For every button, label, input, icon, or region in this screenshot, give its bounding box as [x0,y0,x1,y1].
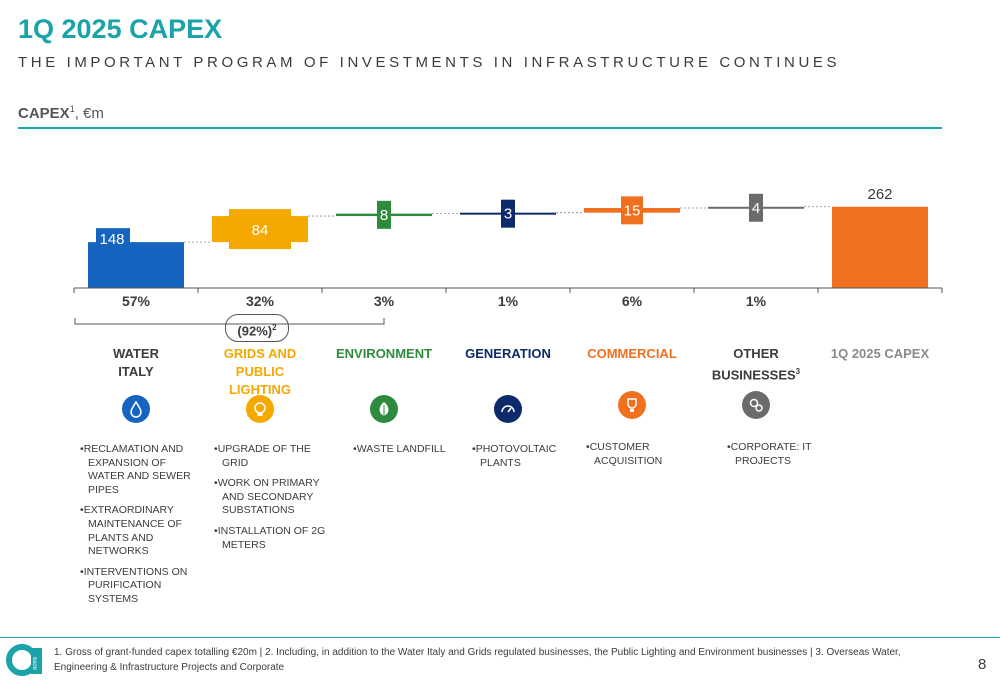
value-label-5: 4 [752,200,760,217]
grouping-label: (92%) [237,323,273,339]
trophy-icon [618,391,646,419]
page-subtitle: THE IMPORTANT PROGRAM OF INVESTMENTS IN … [18,54,841,71]
category-label-line: GENERATION [465,346,551,361]
bar-6 [832,206,928,288]
value-label-0: 148 [99,231,124,248]
lightbulb-icon [246,395,274,423]
value-box-4 [621,196,643,225]
chart-unit-label: CAPEX1, €m [18,104,104,122]
category-label-5: OTHER BUSINESSES3 [694,345,818,384]
water-bullet-item: EXTRAORDINARY MAINTENANCE OF PLANTS AND … [80,504,205,558]
percentage-label-4: 6% [622,293,643,309]
value-label-2: 8 [380,207,388,224]
category-label-line: ENVIRONMENT [335,346,433,361]
grouping-sup: 2 [272,323,277,332]
other-bullet-item: CORPORATE: IT PROJECTS [727,441,817,468]
percentage-label-1: 32% [246,293,275,309]
percentage-label-5: 1% [746,293,767,309]
category-label-line: ITALY [118,364,154,379]
category-label-line: COMMERCIAL [587,346,677,361]
page-title: 1Q 2025 CAPEX [18,14,223,44]
value-box-2 [377,200,391,229]
grids-bullet-item: INSTALLATION OF 2G METERS [214,525,339,552]
grids-bullets: UPGRADE OF THE GRID WORK ON PRIMARY AND S… [214,443,339,559]
footer-divider [0,637,1000,638]
generation-bullets: PHOTOVOLTAIC PLANTS [472,443,567,477]
value-label-6: 262 [867,186,892,203]
category-label-1: GRIDS AND PUBLIC LIGHTING [198,345,322,399]
value-box-5 [749,193,763,222]
capex-label-unit: , €m [74,105,104,122]
category-label-line: 1Q 2025 CAPEX [830,346,930,361]
category-label-line: LIGHTING [228,382,292,397]
water-bullet-item: RECLAMATION AND EXPANSION OF WATER AND S… [80,443,205,497]
category-label-line: GRIDS AND PUBLIC [223,346,297,379]
category-label-6: 1Q 2025 CAPEX [818,345,942,363]
percentage-label-3: 1% [498,293,519,309]
grids-bullet-item: UPGRADE OF THE GRID [214,443,339,470]
environment-bullets: WASTE LANDFILL [353,443,463,464]
category-label-4: COMMERCIAL [570,345,694,363]
gauge-icon [494,395,522,423]
water-drop-icon [122,395,150,423]
percentage-label-2: 3% [374,293,395,309]
leaf-icon [370,395,398,423]
other-bullets: CORPORATE: IT PROJECTS [727,441,817,475]
commercial-bullet-item: CUSTOMER ACQUISITION [586,441,676,468]
category-label-line: WATER [113,346,159,361]
generation-bullet-item: PHOTOVOLTAIC PLANTS [472,443,567,470]
category-label-2: ENVIRONMENT [322,345,446,363]
gears-icon [742,391,770,419]
grouping-percentage: (92%)2 [225,314,289,342]
water-bullet-item: INTERVENTIONS ON PURIFICATION SYSTEMS [80,566,205,607]
water-bullets: RECLAMATION AND EXPANSION OF WATER AND S… [80,443,205,614]
page-number: 8 [978,656,987,673]
value-label-1: 84 [252,222,269,239]
value-box-1 [229,209,291,250]
value-label-3: 3 [504,206,512,223]
value-label-4: 15 [624,202,641,219]
grids-bullet-item: WORK ON PRIMARY AND SECONDARY SUBSTATION… [214,477,339,518]
waterfall-chart: 148 84 8 3 15 4 262 57% 32% 3% 1% 6% 1% [73,186,943,325]
logo-text: acea [33,656,39,670]
percentage-label-0: 57% [122,293,151,309]
category-label-3: GENERATION [446,345,570,363]
environment-bullet-item: WASTE LANDFILL [353,443,463,457]
category-label-0: WATER ITALY [74,345,198,381]
header-divider [18,127,942,129]
category-label-line: OTHER [733,346,779,361]
capex-label-sup: 1 [69,104,75,114]
value-box-0 [96,228,130,253]
commercial-bullets: CUSTOMER ACQUISITION [586,441,676,475]
category-label-line: BUSINESSES [711,367,796,383]
category-label-sup: 3 [795,367,801,376]
footnote: 1. Gross of grant-funded capex totalling… [54,647,901,673]
value-box-3 [501,199,515,228]
capex-label-bold: CAPEX [18,105,70,122]
company-logo: acea [6,644,42,676]
